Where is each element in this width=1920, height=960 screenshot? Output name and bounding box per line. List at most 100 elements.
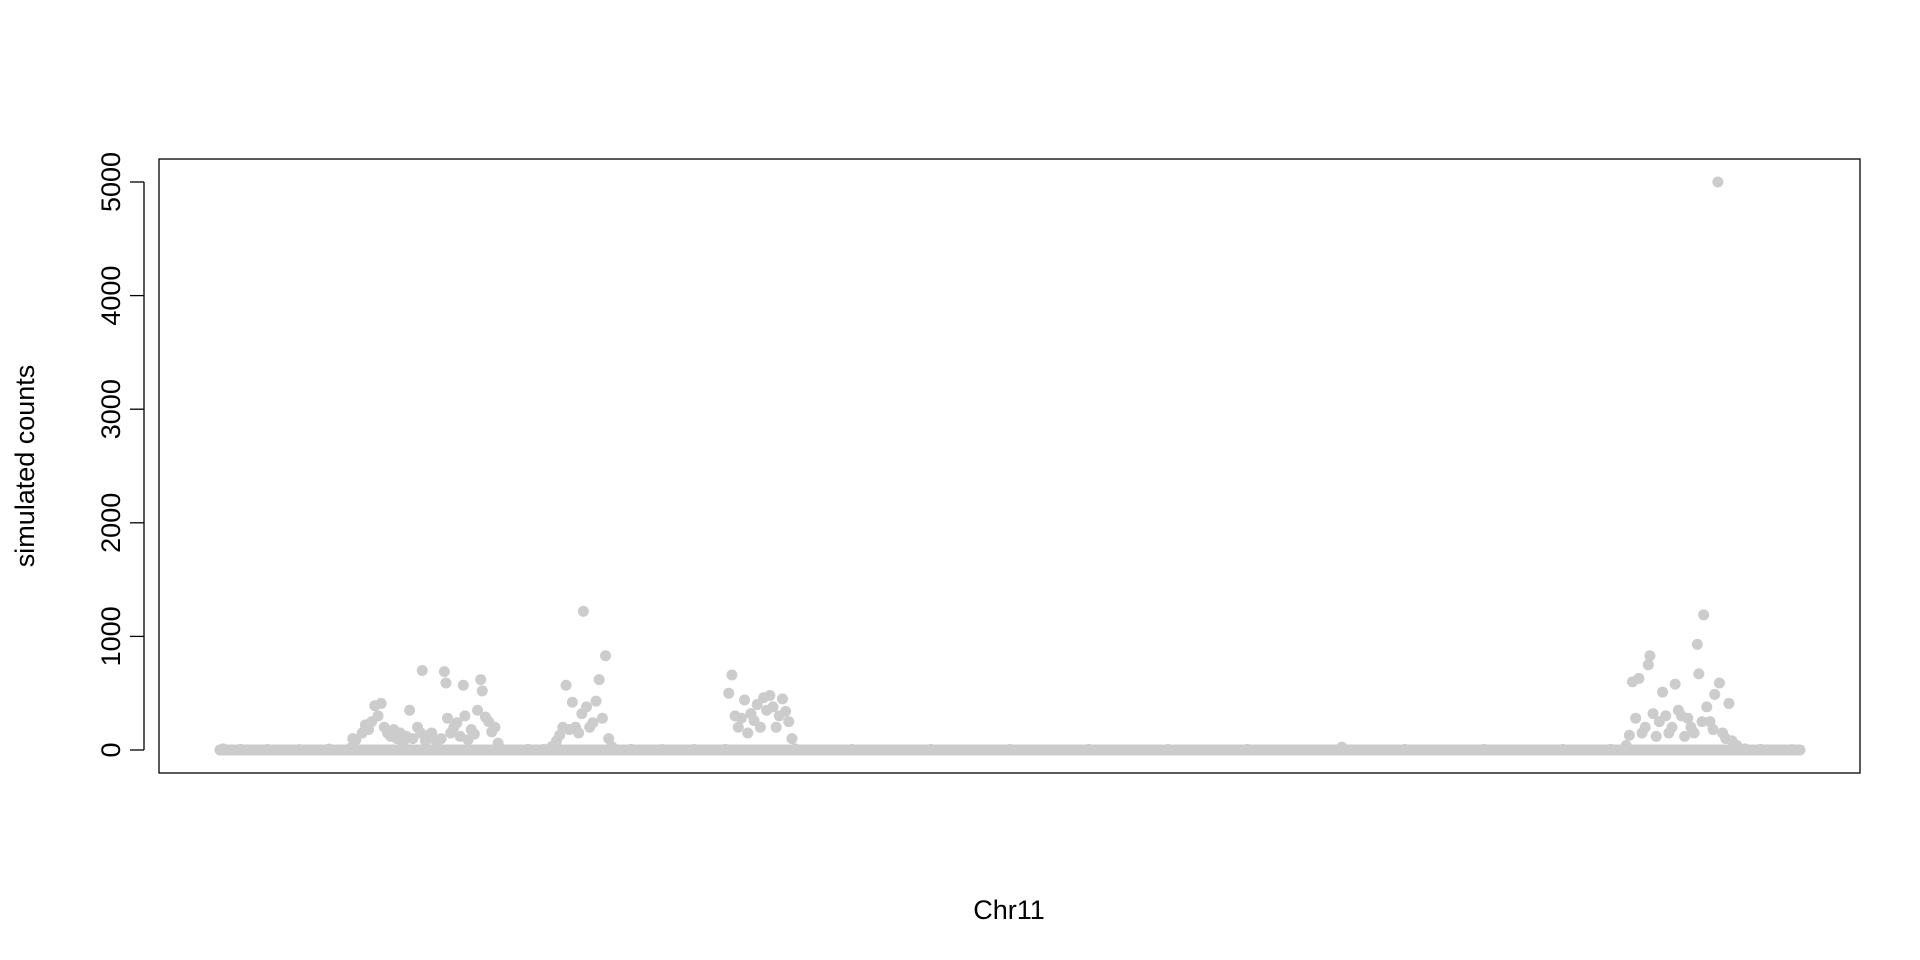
data-point	[440, 677, 452, 689]
data-point	[432, 742, 444, 754]
data-point	[1557, 743, 1569, 755]
data-point	[739, 694, 751, 706]
data-point	[789, 743, 801, 755]
data-point	[732, 721, 744, 733]
data-point	[1633, 672, 1645, 684]
data-point	[468, 728, 480, 740]
x-axis-title: Chr11	[973, 895, 1045, 925]
data-point	[372, 710, 384, 722]
data-point	[495, 743, 507, 755]
data-point	[1657, 686, 1669, 698]
data-point	[293, 744, 305, 756]
data-point	[435, 733, 447, 745]
data-point	[451, 717, 463, 729]
data-point	[1682, 712, 1694, 724]
data-point	[688, 743, 700, 755]
data-point	[573, 727, 585, 739]
data-point	[476, 685, 488, 697]
data-point	[577, 605, 589, 617]
data-point	[783, 716, 795, 728]
data-point	[438, 666, 450, 678]
y-tick-label: 0	[96, 742, 126, 757]
data-point	[720, 743, 732, 755]
data-point	[1004, 743, 1016, 755]
data-point	[726, 669, 738, 681]
data-point	[1698, 609, 1710, 621]
data-points	[214, 176, 1798, 756]
plot-frame	[158, 158, 1861, 774]
data-point	[764, 689, 776, 701]
data-point	[590, 695, 602, 707]
data-point	[1696, 716, 1708, 728]
data-point	[1709, 688, 1721, 700]
data-point	[416, 664, 428, 676]
data-point	[1723, 697, 1735, 709]
data-point	[596, 712, 608, 724]
data-point	[1604, 743, 1616, 755]
data-point	[1399, 743, 1411, 755]
data-point	[846, 744, 858, 756]
data-point	[261, 744, 273, 756]
data-point	[1739, 743, 1751, 755]
data-point	[742, 727, 754, 739]
y-tick-label: 5000	[96, 152, 126, 212]
data-point	[323, 743, 335, 755]
data-point	[1712, 176, 1724, 188]
y-tick-label: 1000	[96, 606, 126, 666]
data-point	[566, 696, 578, 708]
data-point	[587, 717, 599, 729]
data-point	[1669, 678, 1681, 690]
data-point	[1083, 743, 1095, 755]
data-point	[475, 674, 487, 686]
data-point	[442, 712, 454, 724]
data-point	[1688, 727, 1700, 739]
data-point	[581, 701, 593, 713]
data-point	[1647, 708, 1659, 720]
data-point	[1660, 710, 1672, 722]
y-tick-label: 4000	[96, 266, 126, 326]
data-point	[472, 704, 484, 716]
data-point	[235, 743, 247, 755]
data-point	[1713, 677, 1725, 689]
y-tick-label: 2000	[96, 493, 126, 553]
data-point	[1630, 712, 1642, 724]
data-point	[1755, 743, 1766, 755]
data-point	[735, 712, 747, 724]
data-point	[1620, 739, 1632, 751]
data-point	[1701, 701, 1713, 713]
data-point	[522, 743, 534, 755]
data-point	[1693, 668, 1705, 680]
data-point	[593, 674, 605, 686]
data-point	[457, 679, 469, 691]
data-point	[767, 701, 779, 713]
data-point	[1623, 729, 1635, 741]
data-point	[560, 679, 572, 691]
data-point	[606, 741, 618, 753]
data-point	[776, 693, 788, 705]
data-point	[754, 721, 766, 733]
data-point	[1644, 650, 1656, 662]
data-point	[1642, 659, 1654, 671]
data-point	[600, 650, 612, 662]
data-point	[1336, 741, 1348, 753]
data-point	[1786, 744, 1798, 756]
data-point	[1691, 638, 1703, 650]
data-point	[489, 721, 501, 733]
data-point	[1650, 730, 1662, 742]
data-point	[625, 743, 637, 755]
data-point	[1666, 721, 1678, 733]
data-point	[770, 721, 782, 733]
data-point	[407, 733, 419, 745]
y-axis-title: simulated counts	[10, 365, 40, 568]
data-point	[656, 744, 668, 756]
data-point	[1707, 724, 1719, 736]
y-axis-ticks: 0 1000 2000 3000 4000 5000	[96, 152, 144, 758]
data-point	[1679, 730, 1691, 742]
data-point	[786, 733, 798, 745]
data-point	[375, 697, 387, 709]
data-point	[459, 710, 471, 722]
data-point	[1478, 743, 1490, 755]
data-point	[925, 743, 937, 755]
data-point	[1162, 744, 1174, 756]
